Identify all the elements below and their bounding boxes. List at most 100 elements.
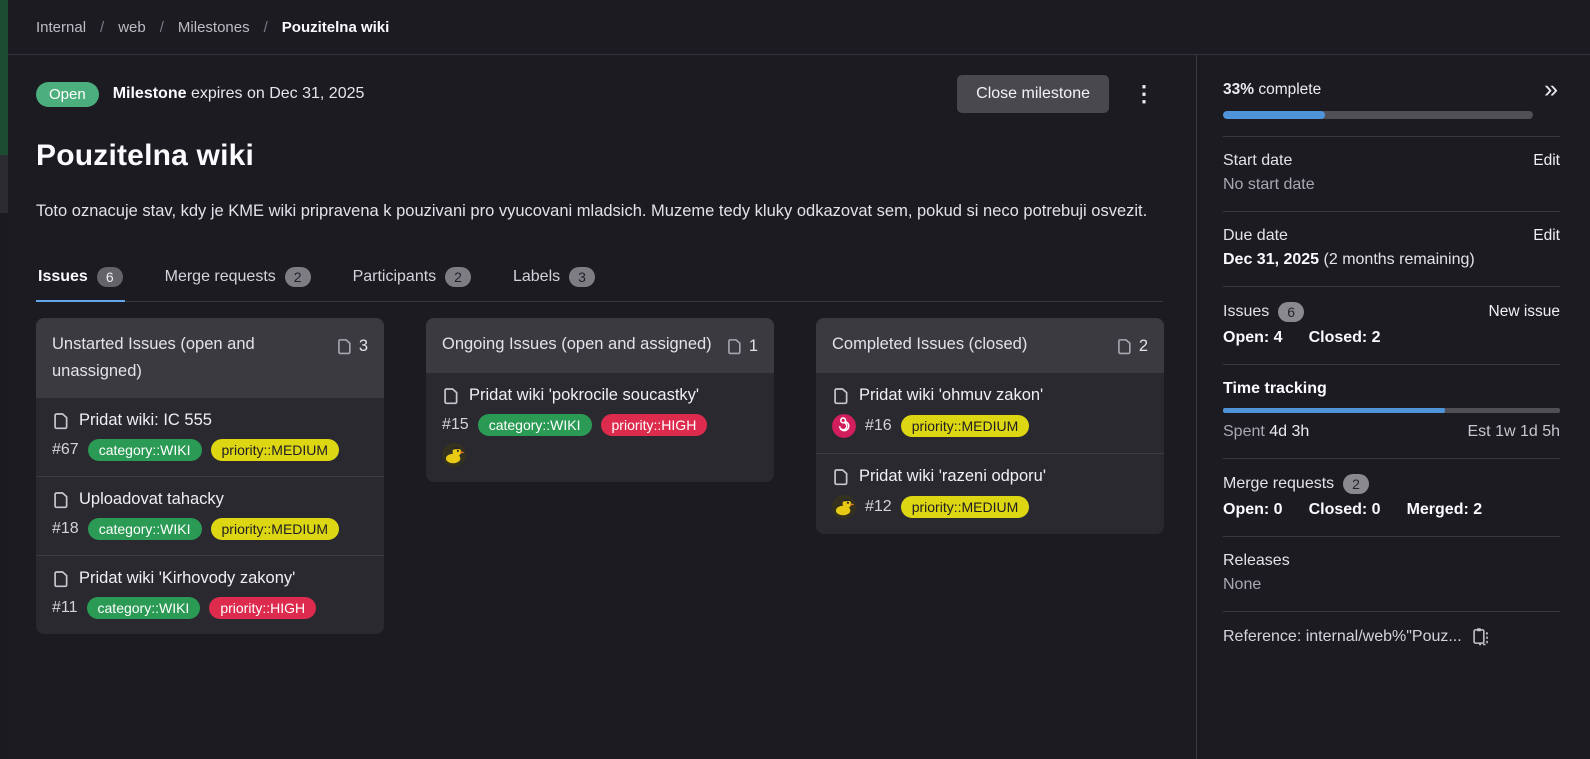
board-body: Pridat wiki 'ohmuv zakon'#16 priority::ME… xyxy=(816,373,1164,534)
time-tracking-bar xyxy=(1223,408,1560,413)
board-body: Pridat wiki: IC 555 #67 category::WIKI prio… xyxy=(36,398,384,634)
close-milestone-button[interactable]: Close milestone xyxy=(957,75,1109,113)
releases-section: Releases None xyxy=(1223,536,1560,611)
issue-type-icon xyxy=(54,491,68,508)
breadcrumb-separator: / xyxy=(263,18,268,36)
issues-open-stat: Open: 4 xyxy=(1223,329,1283,346)
issue-title-row: Uploadovat tahacky xyxy=(52,490,368,509)
board-count-value: 3 xyxy=(358,337,368,355)
issue-card[interactable]: Pridat wiki 'pokrocile soucastky' #15 cate… xyxy=(426,373,774,482)
issue-meta-row: #16 priority::MEDIUM xyxy=(832,414,1148,438)
merge-requests-section: Merge requests 2 Open: 0 Closed: 0 Merged… xyxy=(1223,458,1560,536)
releases-value: None xyxy=(1223,576,1262,593)
issue-label[interactable]: priority::MEDIUM xyxy=(900,496,1030,518)
issue-label[interactable]: priority::MEDIUM xyxy=(900,415,1030,437)
issue-id: #11 xyxy=(52,599,78,616)
issue-type-icon xyxy=(1117,339,1131,355)
breadcrumb-bar: Internal / web / Milestones / Pouzitelna wiki xyxy=(8,0,1590,55)
issue-label[interactable]: category::WIKI xyxy=(87,439,202,461)
tab-merge-requests[interactable]: Merge requests 2 xyxy=(163,257,313,302)
issue-label[interactable]: category::WIKI xyxy=(86,597,201,619)
board-title: Ongoing Issues (open and assigned) xyxy=(442,335,712,353)
duck-avatar xyxy=(832,495,856,519)
duck-avatar xyxy=(442,443,466,467)
edit-due-date-button[interactable]: Edit xyxy=(1533,227,1560,244)
due-date-section: Due date Edit Dec 31, 2025 (2 months rem… xyxy=(1223,211,1560,286)
merge-requests-label: Merge requests 2 xyxy=(1223,474,1369,494)
board-issue-count: 2 xyxy=(1116,333,1148,360)
issue-card[interactable]: Pridat wiki 'Kirhovody zakony' #11 categor… xyxy=(36,555,384,634)
issue-title[interactable]: Pridat wiki 'ohmuv zakon' xyxy=(859,386,1044,404)
progress-text: 33% complete xyxy=(1223,81,1321,99)
breadcrumb-item[interactable]: Internal xyxy=(36,18,87,36)
issues-closed-stat: Closed: 2 xyxy=(1308,329,1381,346)
issue-title[interactable]: Pridat wiki 'Kirhovody zakony' xyxy=(79,569,296,587)
milestone-tabs: Issues 6 Merge requests 2 Participants 2 Label… xyxy=(36,257,1163,302)
issues-section: Issues 6 New issue Open: 4 Closed: 2 xyxy=(1223,286,1560,364)
start-date-section: Start date Edit No start date xyxy=(1223,136,1560,211)
issue-boards: Unstarted Issues (open and unassigned) 3 P… xyxy=(36,318,1164,634)
breadcrumb-separator: / xyxy=(100,18,105,36)
milestone-main: Open Milestone expires on Dec 31, 2025 C… xyxy=(8,55,1196,759)
issue-type-icon xyxy=(337,339,351,355)
issue-title[interactable]: Pridat wiki 'pokrocile soucastky' xyxy=(469,386,700,404)
issue-label[interactable]: priority::MEDIUM xyxy=(210,439,340,461)
breadcrumb-item[interactable]: web xyxy=(118,18,146,36)
issue-label[interactable]: category::WIKI xyxy=(87,518,202,540)
time-spent: Spent 4d 3h xyxy=(1223,423,1309,441)
board-count-value: 2 xyxy=(1138,337,1148,355)
tab-participants[interactable]: Participants 2 xyxy=(351,257,473,302)
copy-reference-button[interactable] xyxy=(1471,627,1490,646)
collapse-sidebar-button[interactable]: » xyxy=(1542,77,1560,102)
issue-assignee-row xyxy=(442,443,758,467)
issue-title-row: Pridat wiki 'razeni odporu' xyxy=(832,467,1148,486)
board-header: Unstarted Issues (open and unassigned) 3 xyxy=(36,318,384,398)
issue-meta-row: #18 category::WIKI priority::MEDIUM xyxy=(52,518,368,540)
breadcrumb: Internal / web / Milestones / Pouzitelna wiki xyxy=(36,19,389,36)
issue-title[interactable]: Pridat wiki 'razeni odporu' xyxy=(859,467,1046,485)
milestone-progress-fill xyxy=(1223,111,1326,119)
expiry-bold: Milestone xyxy=(112,85,187,102)
issue-card[interactable]: Pridat wiki: IC 555 #67 category::WIKI prio… xyxy=(36,398,384,476)
issue-title[interactable]: Pridat wiki: IC 555 xyxy=(79,411,212,429)
issue-label[interactable]: priority::HIGH xyxy=(600,414,708,436)
issue-type-icon xyxy=(834,387,848,404)
releases-label: Releases xyxy=(1223,552,1290,569)
start-date-value: No start date xyxy=(1223,176,1315,193)
board-title: Completed Issues (closed) xyxy=(832,335,1028,353)
tab-count-badge: 3 xyxy=(569,267,595,287)
issue-label[interactable]: category::WIKI xyxy=(477,414,592,436)
edit-start-date-button[interactable]: Edit xyxy=(1533,152,1560,169)
clipboard-copy-icon xyxy=(1471,627,1490,646)
board-issue-count: 3 xyxy=(336,333,368,360)
tab-issues[interactable]: Issues 6 xyxy=(36,257,125,302)
new-issue-button[interactable]: New issue xyxy=(1488,303,1561,320)
breadcrumb-item[interactable]: Milestones xyxy=(177,18,250,36)
issue-card[interactable]: Pridat wiki 'ohmuv zakon'#16 priority::ME… xyxy=(816,373,1164,453)
issue-type-icon xyxy=(444,387,458,404)
board-count-value: 1 xyxy=(748,337,758,355)
issue-label[interactable]: priority::HIGH xyxy=(209,597,317,619)
issue-meta-row: #67 category::WIKI priority::MEDIUM xyxy=(52,439,368,461)
board-body: Pridat wiki 'pokrocile soucastky' #15 cate… xyxy=(426,373,774,482)
kebab-menu-button[interactable]: ⋮ xyxy=(1125,79,1163,109)
mr-open-stat: Open: 0 xyxy=(1223,501,1283,518)
expiry-rest: expires on Dec 31, 2025 xyxy=(186,85,365,102)
tab-label: Merge requests xyxy=(164,268,276,285)
time-tracking-section: Time tracking Spent 4d 3h Est 1w 1d 5h xyxy=(1223,364,1560,458)
issue-id: #67 xyxy=(52,441,79,458)
issue-card[interactable]: Pridat wiki 'razeni odporu' #12 priority::… xyxy=(816,453,1164,534)
issue-title[interactable]: Uploadovat tahacky xyxy=(79,490,224,508)
status-badge: Open xyxy=(36,81,99,107)
milestone-expiry-text: Milestone expires on Dec 31, 2025 xyxy=(113,85,365,103)
tab-count-badge: 2 xyxy=(445,267,471,287)
spiral-avatar xyxy=(832,414,856,438)
issue-card[interactable]: Uploadovat tahacky #18 category::WIKI prior… xyxy=(36,476,384,555)
tab-count-badge: 2 xyxy=(284,267,311,287)
tab-labels[interactable]: Labels 3 xyxy=(511,257,597,302)
issue-title-row: Pridat wiki 'Kirhovody zakony' xyxy=(52,569,368,588)
issue-label[interactable]: priority::MEDIUM xyxy=(210,518,340,540)
left-edge-gray-segment xyxy=(0,155,8,213)
milestone-sidebar: 33% complete » Start date Edit No start … xyxy=(1196,55,1590,759)
board-header: Ongoing Issues (open and assigned) 1 xyxy=(426,318,774,373)
